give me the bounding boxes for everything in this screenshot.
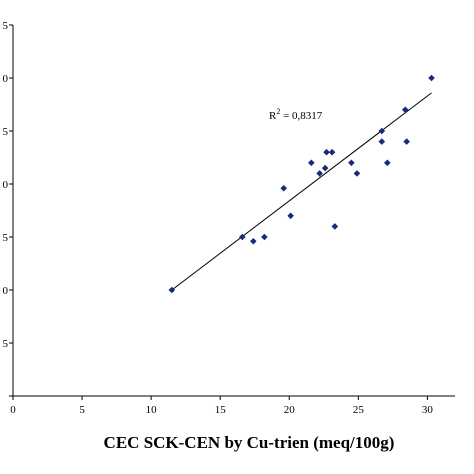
data-point — [287, 212, 294, 220]
y-tick-label: 5 — [3, 338, 9, 350]
data-point — [328, 148, 336, 156]
trend-line — [171, 92, 432, 291]
y-tick-label: 0 — [3, 179, 9, 191]
y-tick-label: 5 — [3, 20, 9, 32]
y-tick-label: 0 — [3, 285, 9, 297]
x-tick-label: 20 — [284, 404, 296, 416]
data-point — [261, 233, 268, 241]
x-tick-labels: 0 5 10 15 20 25 30 — [10, 404, 433, 416]
data-point — [168, 286, 176, 294]
data-point — [384, 159, 391, 167]
y-tick-label: 5 — [3, 126, 9, 138]
data-point — [323, 148, 330, 156]
data-point — [308, 159, 315, 167]
x-tick-label: 10 — [146, 404, 158, 416]
data-point — [316, 170, 323, 177]
data-point — [238, 233, 246, 241]
data-point — [321, 164, 329, 172]
data-point — [348, 159, 355, 167]
y-tick-label: 0 — [3, 73, 9, 85]
axes — [9, 24, 455, 400]
data-point — [378, 138, 386, 145]
x-tick-label: 15 — [215, 404, 227, 416]
y-tick-label: 5 — [3, 232, 9, 244]
data-point — [353, 170, 361, 177]
x-tick-label: 30 — [422, 404, 434, 416]
x-tick-label: 25 — [353, 404, 365, 416]
data-points — [168, 74, 435, 294]
data-point — [403, 138, 410, 145]
data-point — [250, 237, 257, 245]
data-point — [428, 74, 435, 82]
data-point — [331, 223, 339, 230]
x-tick-label: 0 — [10, 404, 16, 416]
x-axis-title: CEC SCK-CEN by Cu-trien (meq/100g) — [104, 433, 395, 452]
data-point — [401, 106, 409, 114]
y-tick-labels: 5 0 5 0 5 0 5 — [3, 20, 9, 350]
data-point — [280, 184, 288, 192]
r-squared-label: R2 = 0,8317 — [269, 107, 323, 122]
data-point — [378, 127, 386, 135]
x-tick-label: 5 — [79, 404, 85, 416]
